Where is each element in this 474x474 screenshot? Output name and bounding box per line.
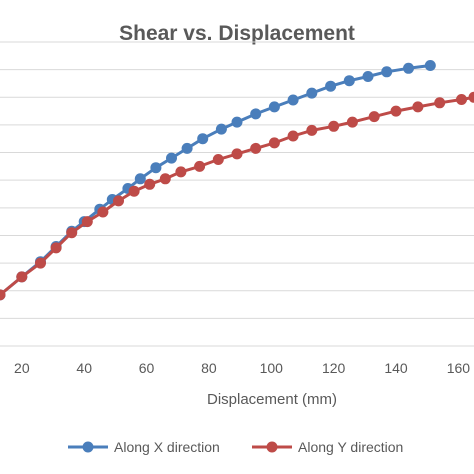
legend-item-x-direction: Along X direction bbox=[68, 439, 220, 455]
x-tick-label-40: 40 bbox=[76, 360, 92, 376]
data-point-s1-19 bbox=[328, 120, 340, 132]
data-point-s1-1 bbox=[16, 271, 28, 283]
data-point-s1-21 bbox=[368, 111, 380, 123]
data-point-s1-9 bbox=[144, 178, 156, 190]
data-point-s0-12 bbox=[181, 142, 193, 154]
data-point-s0-16 bbox=[250, 108, 262, 120]
data-point-s1-18 bbox=[306, 124, 318, 136]
data-point-s0-15 bbox=[231, 116, 243, 128]
data-point-s1-17 bbox=[287, 130, 299, 142]
data-point-s0-14 bbox=[215, 123, 227, 135]
x-tick-label-120: 120 bbox=[322, 360, 346, 376]
data-point-s0-10 bbox=[150, 162, 162, 174]
legend-item-y-direction: Along Y direction bbox=[252, 439, 403, 455]
data-point-s1-20 bbox=[346, 116, 358, 128]
data-point-s0-20 bbox=[325, 80, 337, 92]
data-point-s1-26 bbox=[468, 91, 474, 103]
legend-marker-x-direction bbox=[82, 441, 94, 453]
chart-title: Shear vs. Displacement bbox=[119, 22, 355, 45]
data-point-s1-3 bbox=[50, 242, 62, 254]
legend-marker-y-direction bbox=[266, 441, 278, 453]
x-axis-title: Displacement (mm) bbox=[207, 391, 337, 408]
data-point-s1-11 bbox=[175, 166, 187, 178]
x-tick-label-60: 60 bbox=[139, 360, 155, 376]
plot-series bbox=[0, 60, 474, 301]
data-point-s1-13 bbox=[212, 154, 224, 165]
x-axis-ticks: 20 40 60 80 100 120 140 160 bbox=[14, 360, 470, 376]
data-point-s0-9 bbox=[134, 173, 146, 185]
data-point-s0-23 bbox=[381, 66, 393, 78]
data-point-s1-6 bbox=[97, 206, 109, 218]
x-tick-label-100: 100 bbox=[260, 360, 284, 376]
data-point-s1-16 bbox=[268, 137, 280, 149]
data-point-s1-23 bbox=[412, 101, 424, 113]
data-point-s0-24 bbox=[403, 62, 414, 74]
gridlines bbox=[0, 41, 474, 347]
series-y-direction bbox=[0, 91, 474, 301]
data-point-s0-11 bbox=[166, 152, 177, 164]
data-point-s1-10 bbox=[159, 173, 171, 185]
data-point-s0-17 bbox=[268, 101, 280, 113]
x-tick-label-140: 140 bbox=[384, 360, 408, 376]
data-point-s1-14 bbox=[231, 148, 243, 160]
legend: Along X direction Along Y direction bbox=[68, 439, 403, 455]
data-point-s1-25 bbox=[456, 94, 467, 105]
data-point-s1-8 bbox=[128, 185, 140, 197]
data-point-s1-2 bbox=[35, 257, 46, 269]
data-point-s1-7 bbox=[113, 195, 124, 207]
data-point-s1-24 bbox=[434, 97, 446, 109]
x-tick-label-160: 160 bbox=[447, 360, 471, 376]
data-point-s1-5 bbox=[81, 216, 93, 228]
data-point-s0-19 bbox=[306, 87, 318, 99]
data-point-s1-0 bbox=[0, 289, 6, 301]
data-point-s1-15 bbox=[250, 142, 262, 154]
data-point-s0-25 bbox=[424, 60, 436, 71]
data-point-s1-4 bbox=[66, 227, 78, 239]
data-point-s1-22 bbox=[390, 105, 402, 117]
data-point-s0-18 bbox=[287, 94, 299, 106]
legend-label-x-direction: Along X direction bbox=[114, 439, 220, 455]
data-point-s1-12 bbox=[194, 160, 206, 172]
x-tick-label-20: 20 bbox=[14, 360, 30, 376]
data-point-s0-21 bbox=[343, 75, 355, 87]
x-tick-label-80: 80 bbox=[201, 360, 217, 376]
data-point-s0-13 bbox=[197, 133, 209, 145]
legend-label-y-direction: Along Y direction bbox=[298, 439, 403, 455]
data-point-s0-22 bbox=[362, 71, 374, 82]
